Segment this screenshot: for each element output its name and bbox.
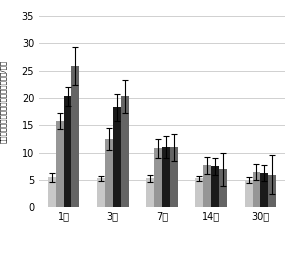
Bar (211, 167, 219, 207)
Bar (56, 121, 64, 207)
Bar (245, 180, 253, 207)
Bar (154, 148, 162, 207)
Bar (260, 173, 268, 207)
Bar (48, 177, 56, 207)
Bar (268, 175, 276, 207)
Bar (170, 147, 178, 207)
Bar (105, 139, 113, 207)
Bar (71, 66, 79, 207)
Bar (203, 165, 211, 207)
Bar (162, 147, 170, 207)
Bar (253, 172, 260, 207)
Bar (196, 178, 203, 207)
Bar (113, 107, 121, 207)
Bar (97, 178, 105, 207)
Legend: 对照, 实验I, 实验II, 实验III: 对照, 实验I, 实验II, 实验III (105, 265, 219, 266)
Bar (146, 178, 154, 207)
Text: 糖尿病患者治疗后血糖的变化（毫摩尔/升）: 糖尿病患者治疗后血糖的变化（毫摩尔/升） (0, 60, 6, 143)
Bar (64, 96, 71, 207)
Bar (121, 96, 128, 207)
Bar (219, 169, 227, 207)
